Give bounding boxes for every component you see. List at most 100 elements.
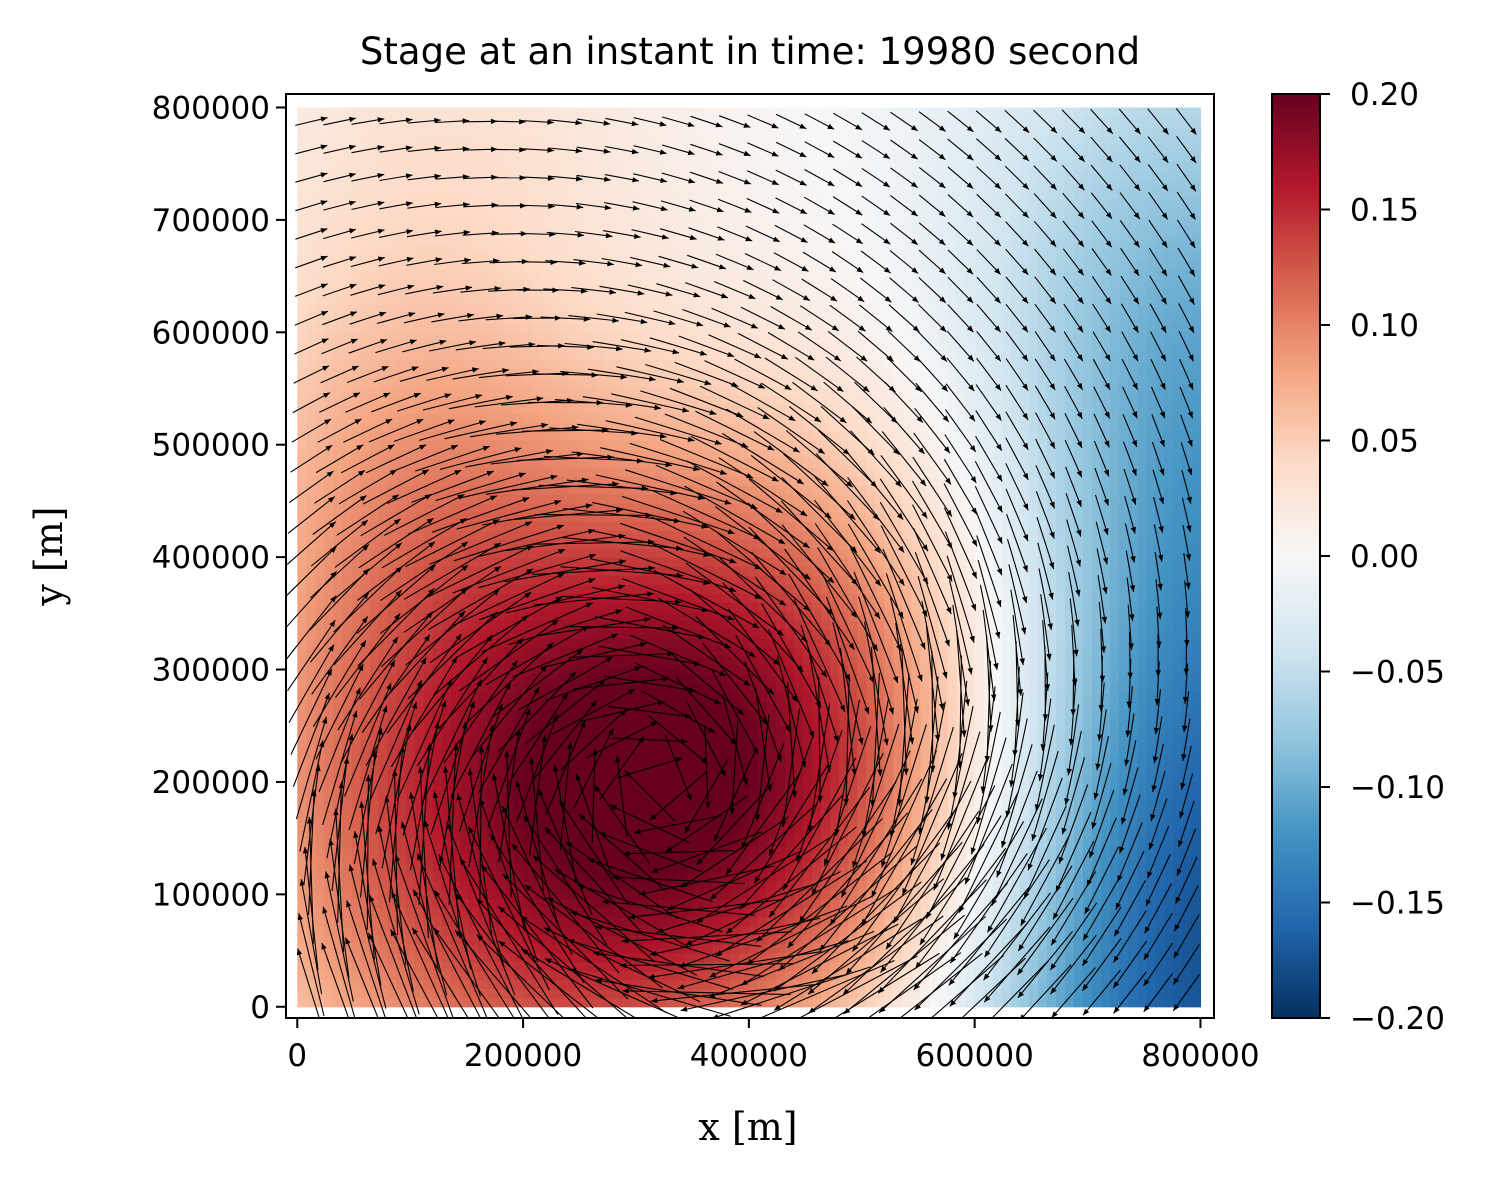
heatmap-cell bbox=[441, 611, 452, 621]
heatmap-cell bbox=[342, 683, 353, 693]
heatmap-cell bbox=[1055, 835, 1066, 846]
heatmap-cell bbox=[857, 656, 867, 666]
heatmap-cell bbox=[938, 916, 949, 927]
heatmap-cell bbox=[739, 826, 750, 837]
heatmap-cell bbox=[1001, 665, 1012, 675]
heatmap-cell bbox=[830, 943, 840, 954]
heatmap-cell bbox=[586, 692, 596, 702]
heatmap-cell bbox=[956, 754, 967, 765]
heatmap-cell bbox=[1119, 665, 1129, 675]
heatmap-cell bbox=[378, 736, 389, 747]
heatmap-cell bbox=[405, 907, 416, 918]
heatmap-cell bbox=[965, 584, 976, 594]
heatmap-cell bbox=[523, 970, 533, 981]
heatmap-cell bbox=[532, 880, 542, 891]
heatmap-cell bbox=[911, 943, 922, 954]
heatmap-cell bbox=[920, 593, 931, 603]
heatmap-cell bbox=[712, 745, 723, 756]
heatmap-cell bbox=[613, 862, 624, 873]
heatmap-cell bbox=[631, 593, 642, 603]
heatmap-cell bbox=[920, 790, 931, 801]
heatmap-cell bbox=[649, 727, 660, 738]
heatmap-cell bbox=[857, 970, 867, 981]
heatmap-cell bbox=[1037, 844, 1048, 855]
heatmap-cell bbox=[1164, 602, 1174, 612]
heatmap-cell bbox=[676, 763, 687, 774]
heatmap-cell bbox=[1028, 611, 1039, 621]
heatmap-cell bbox=[1128, 692, 1138, 702]
heatmap-cell bbox=[1019, 647, 1030, 657]
heatmap-cell bbox=[703, 593, 714, 603]
heatmap-cell bbox=[360, 718, 371, 729]
heatmap-cell bbox=[622, 638, 633, 648]
heatmap-cell bbox=[541, 754, 551, 765]
heatmap-cell bbox=[342, 602, 353, 612]
heatmap-cell bbox=[324, 557, 335, 567]
heatmap-cell bbox=[839, 979, 849, 990]
heatmap-cell bbox=[748, 898, 759, 909]
heatmap-cell bbox=[920, 817, 931, 828]
heatmap-cell bbox=[631, 934, 642, 945]
heatmap-cell bbox=[1019, 808, 1030, 819]
heatmap-cell bbox=[486, 817, 497, 828]
heatmap-cell bbox=[1001, 566, 1012, 576]
heatmap-cell bbox=[757, 943, 768, 954]
heatmap-cell bbox=[1037, 674, 1048, 684]
heatmap-cell bbox=[974, 952, 985, 963]
heatmap-cell bbox=[351, 683, 362, 693]
heatmap-cell bbox=[812, 638, 822, 648]
heatmap-cell bbox=[956, 799, 967, 810]
heatmap-cell bbox=[721, 745, 732, 756]
heatmap-cell bbox=[1191, 674, 1202, 684]
heatmap-cell bbox=[1001, 979, 1012, 990]
heatmap-cell bbox=[324, 763, 335, 774]
heatmap-cell bbox=[550, 683, 560, 693]
heatmap-cell bbox=[1001, 647, 1012, 657]
heatmap-cell bbox=[468, 844, 479, 855]
heatmap-cell bbox=[477, 898, 488, 909]
heatmap-cell bbox=[938, 772, 949, 783]
heatmap-cell bbox=[748, 557, 759, 567]
heatmap-cell bbox=[306, 745, 316, 756]
heatmap-cell bbox=[586, 665, 596, 675]
heatmap-cell bbox=[902, 647, 913, 657]
heatmap-cell bbox=[766, 826, 777, 837]
heatmap-cell bbox=[785, 907, 795, 918]
heatmap-cell bbox=[1182, 674, 1193, 684]
heatmap-cell bbox=[378, 952, 389, 963]
heatmap-cell bbox=[595, 638, 605, 648]
heatmap-cell bbox=[495, 602, 506, 612]
heatmap-cell bbox=[649, 763, 660, 774]
heatmap-cell bbox=[423, 718, 434, 729]
heatmap-cell bbox=[1191, 710, 1202, 720]
heatmap-cell bbox=[1119, 683, 1129, 693]
heatmap-cell bbox=[550, 970, 560, 981]
heatmap-cell bbox=[830, 736, 840, 747]
heatmap-cell bbox=[1164, 808, 1174, 819]
heatmap-cell bbox=[929, 763, 940, 774]
heatmap-cell bbox=[568, 880, 578, 891]
heatmap-cell bbox=[803, 754, 813, 765]
heatmap-cell bbox=[938, 871, 949, 882]
heatmap-cell bbox=[974, 575, 985, 585]
heatmap-cell bbox=[667, 772, 678, 783]
heatmap-cell bbox=[450, 997, 461, 1008]
heatmap-cell bbox=[577, 754, 587, 765]
heatmap-cell bbox=[1137, 754, 1147, 765]
heatmap-cell bbox=[1119, 745, 1129, 756]
heatmap-cell bbox=[766, 745, 777, 756]
heatmap-cell bbox=[1137, 638, 1147, 648]
heatmap-cell bbox=[848, 970, 858, 981]
heatmap-cell bbox=[541, 692, 551, 702]
heatmap-cell bbox=[739, 683, 750, 693]
heatmap-cell bbox=[459, 943, 470, 954]
heatmap-cell bbox=[730, 844, 741, 855]
heatmap-cell bbox=[423, 799, 434, 810]
heatmap-cell bbox=[423, 997, 434, 1008]
heatmap-cell bbox=[676, 844, 687, 855]
heatmap-cell bbox=[577, 934, 587, 945]
heatmap-cell bbox=[432, 844, 443, 855]
heatmap-cell bbox=[1173, 629, 1183, 639]
heatmap-cell bbox=[1173, 638, 1183, 648]
heatmap-cell bbox=[965, 916, 976, 927]
